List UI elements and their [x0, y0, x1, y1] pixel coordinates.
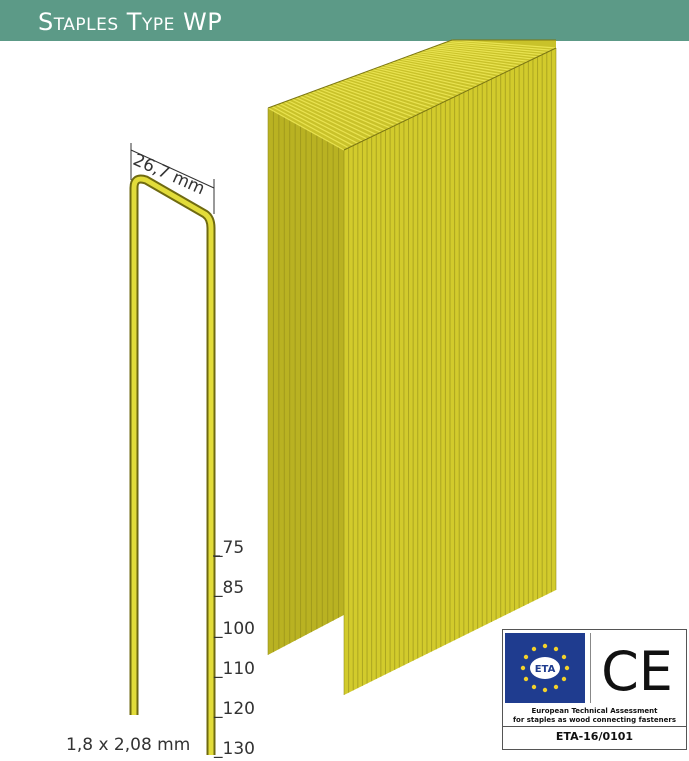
eu-flag-icon: ETA: [505, 633, 585, 703]
ce-mark-text: CE: [601, 640, 673, 703]
page-header: Staples Type WP: [0, 0, 689, 41]
cert-line-1: European Technical Assessment: [531, 707, 658, 715]
length-label-85: _85: [214, 578, 245, 598]
length-label-100: _100: [214, 619, 255, 639]
page-title: Staples Type WP: [38, 8, 223, 36]
length-label-120: _120: [214, 699, 255, 719]
eta-logo-text: ETA: [535, 664, 556, 675]
length-label-130: _130: [214, 739, 255, 759]
staple-strip: [267, 39, 557, 700]
cert-divider: [503, 726, 686, 727]
cert-number: ETA-16/0101: [555, 730, 634, 743]
eta-logo: ETA: [520, 643, 570, 693]
length-label-110: _110: [214, 659, 255, 679]
length-label-75: _75: [214, 538, 245, 558]
wire-size-label: 1,8 x 2,08 mm: [66, 735, 191, 755]
ce-mark: CE: [590, 633, 684, 703]
single-staple: [129, 174, 216, 755]
cert-line-2: for staples as wood connecting fasteners: [513, 716, 676, 724]
crown-dimension-line: [130, 143, 215, 214]
certification-badge: ETA CE European Technical Assessment for…: [502, 629, 687, 750]
